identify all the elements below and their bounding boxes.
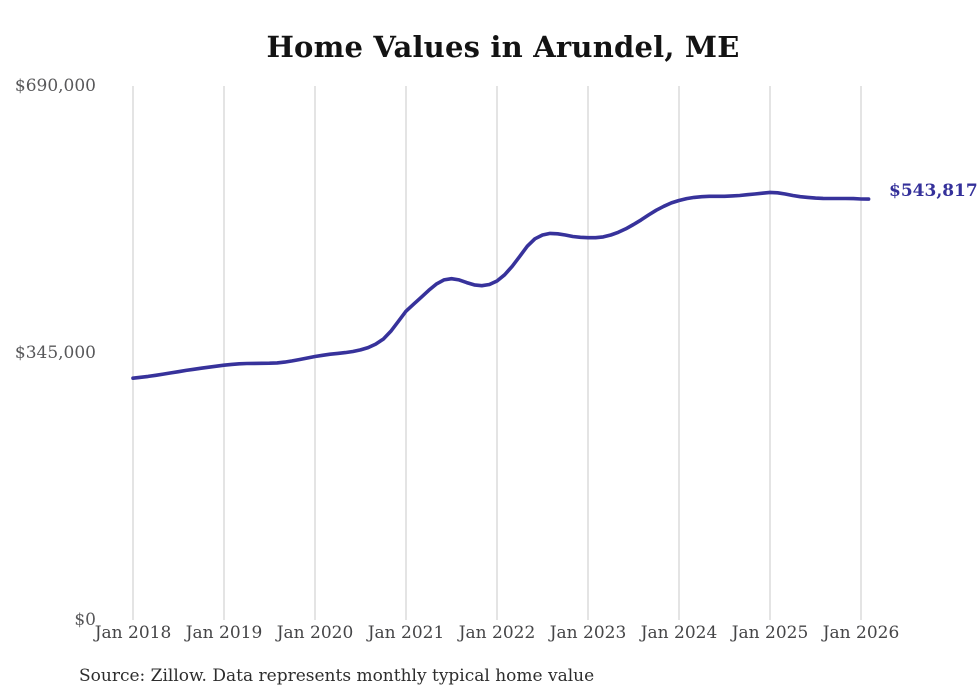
y-axis-label: $345,000: [14, 343, 96, 363]
x-axis-label: Jan 2026: [822, 623, 900, 643]
x-axis-label: Jan 2023: [549, 623, 627, 643]
final-value-label: $543,817: [889, 181, 978, 202]
chart-title: Home Values in Arundel, ME: [266, 30, 740, 64]
source-note: Source: Zillow. Data represents monthly …: [79, 666, 595, 686]
x-axis-label: Jan 2024: [640, 623, 718, 643]
x-axis-label: Jan 2018: [94, 623, 172, 643]
x-axis-label: Jan 2021: [367, 623, 445, 643]
x-axis-label: Jan 2020: [276, 623, 354, 643]
home-value-line: [131, 190, 871, 381]
x-axis-label: Jan 2019: [185, 623, 263, 643]
x-axis-label: Jan 2022: [458, 623, 536, 643]
x-axis-label: Jan 2025: [731, 623, 809, 643]
y-axis-label: $0: [74, 610, 96, 630]
y-axis-label: $690,000: [14, 76, 96, 96]
y-axis: $0 $345,000 $690,000: [0, 0, 96, 699]
